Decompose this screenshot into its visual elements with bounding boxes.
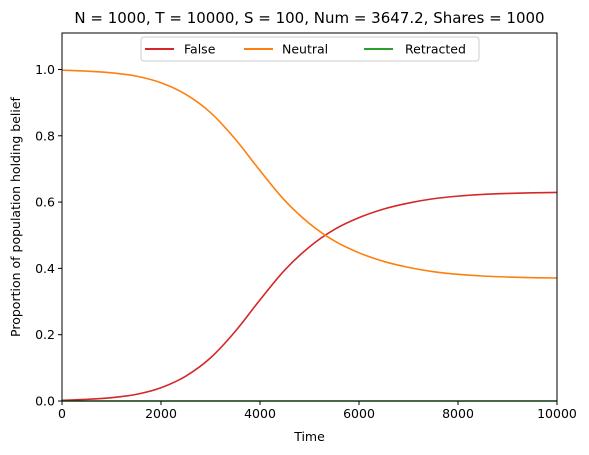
- legend-box: [140, 36, 480, 62]
- series-line-neutral: [61, 69, 558, 279]
- y-tick-label: 0.2: [35, 327, 55, 342]
- y-tick-label: 0.4: [35, 261, 55, 276]
- y-tick-label: 0.8: [35, 128, 55, 143]
- y-tick-label: 1.0: [35, 62, 55, 77]
- x-tick-label: 2000: [145, 406, 177, 421]
- x-axis-label: Time: [293, 429, 325, 444]
- chart-title: N = 1000, T = 10000, S = 100, Num = 3647…: [74, 9, 544, 27]
- x-tick-label: 10000: [537, 406, 577, 421]
- y-axis-label: Proportion of population holding belief: [8, 96, 23, 337]
- legend-label-neutral: Neutral: [282, 42, 328, 57]
- series-layer: [61, 69, 558, 402]
- ticks-layer: 0 2000 4000 6000 8000 10000 0.0 0.2 0.4 0.6 0.8 1.0: [35, 62, 577, 421]
- legend-label-retracted: Retracted: [405, 42, 466, 57]
- x-tick-label: 4000: [244, 406, 276, 421]
- legend: False Neutral Retracted: [140, 36, 480, 62]
- plot-frame: [61, 32, 558, 402]
- x-tick-label: 6000: [343, 406, 375, 421]
- y-tick-label: 0.0: [35, 394, 55, 409]
- y-tick-label: 0.6: [35, 195, 55, 210]
- x-tick-label: 0: [58, 406, 66, 421]
- series-line-false: [61, 191, 558, 402]
- x-tick-label: 8000: [442, 406, 474, 421]
- legend-label-false: False: [184, 42, 216, 57]
